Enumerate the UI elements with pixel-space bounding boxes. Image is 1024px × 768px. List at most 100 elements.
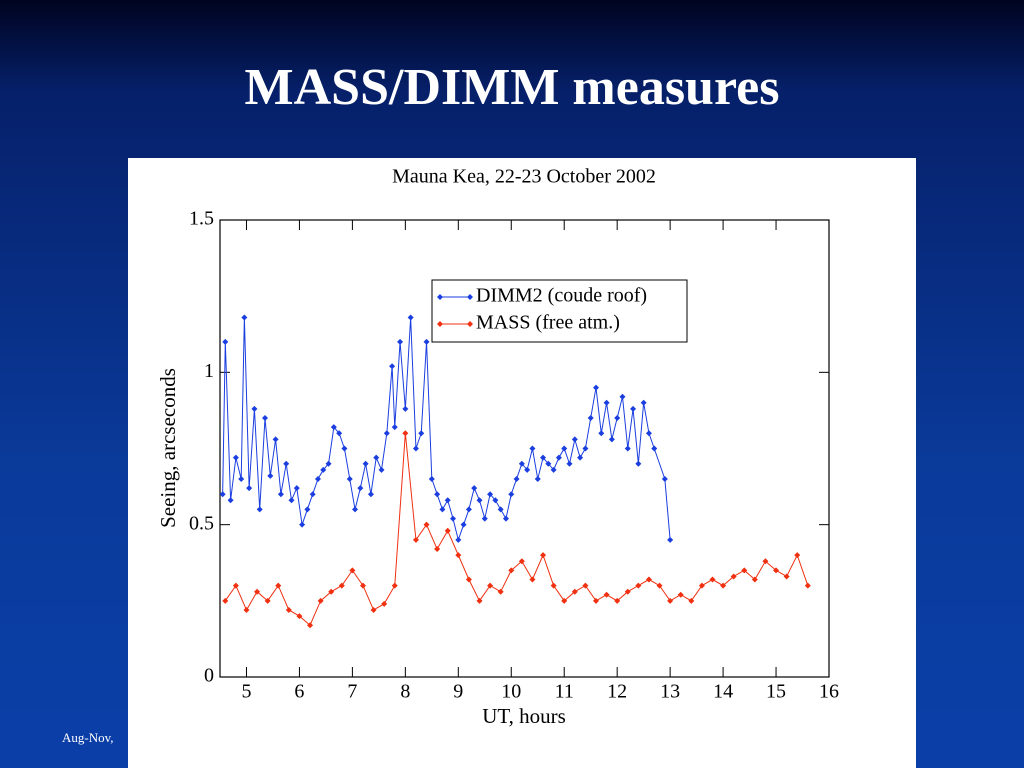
data-point	[325, 460, 332, 467]
data-point	[262, 415, 269, 422]
data-point	[497, 588, 504, 595]
data-point	[624, 588, 631, 595]
data-point	[598, 430, 605, 437]
data-point	[328, 588, 335, 595]
x-tick-label: 6	[294, 681, 304, 703]
data-point	[651, 445, 658, 452]
data-point	[476, 597, 483, 604]
data-point	[545, 460, 552, 467]
data-point	[762, 558, 769, 565]
data-point	[635, 460, 642, 467]
chart: Mauna Kea, 22-23 October 2002 UT, hours …	[156, 166, 839, 728]
data-point	[804, 582, 811, 589]
data-point	[346, 475, 353, 482]
x-tick-label: 7	[347, 681, 357, 703]
data-point	[357, 485, 364, 492]
y-tick-label: 1.5	[189, 208, 214, 230]
legend-label: DIMM2 (coude roof)	[476, 285, 647, 307]
data-point	[794, 552, 801, 559]
data-point	[307, 622, 314, 629]
data-point	[645, 576, 652, 583]
data-point	[603, 591, 610, 598]
data-point	[667, 536, 674, 543]
data-point	[587, 415, 594, 422]
legend-box	[431, 279, 688, 343]
x-tick-label: 13	[660, 681, 680, 703]
data-point	[518, 460, 525, 467]
data-point	[518, 558, 525, 565]
data-point	[667, 597, 674, 604]
data-point	[476, 497, 483, 504]
data-point	[434, 546, 441, 553]
data-point	[391, 424, 398, 431]
data-point	[283, 460, 290, 467]
data-point	[577, 454, 584, 461]
data-point	[550, 466, 557, 473]
data-point	[502, 515, 509, 522]
data-point	[582, 445, 589, 452]
data-point	[264, 597, 271, 604]
data-point	[720, 582, 727, 589]
data-point	[256, 506, 263, 513]
data-point	[275, 582, 282, 589]
data-point	[555, 454, 562, 461]
chart-title: Mauna Kea, 22-23 October 2002	[392, 166, 656, 188]
data-point	[238, 475, 245, 482]
data-point	[285, 606, 292, 613]
data-point	[232, 582, 239, 589]
data-point	[251, 405, 258, 412]
data-point	[730, 573, 737, 580]
data-point	[603, 399, 610, 406]
data-point	[402, 405, 409, 412]
data-point	[293, 485, 300, 492]
data-point	[389, 363, 396, 370]
data-point	[362, 460, 369, 467]
data-point	[529, 576, 536, 583]
data-point	[383, 430, 390, 437]
data-point	[709, 576, 716, 583]
data-point	[534, 475, 541, 482]
legend-swatch	[437, 294, 473, 300]
data-point	[277, 491, 284, 498]
data-point	[561, 445, 568, 452]
data-point	[272, 436, 279, 443]
data-point	[227, 497, 234, 504]
x-axis-label: UT, hours	[482, 704, 566, 728]
data-point	[465, 506, 472, 513]
x-tick-label: 8	[400, 681, 410, 703]
data-point	[624, 445, 631, 452]
data-point	[402, 430, 409, 437]
x-tick-label: 15	[766, 681, 786, 703]
data-point	[378, 466, 385, 473]
data-point	[524, 466, 531, 473]
data-point	[349, 567, 356, 574]
data-point	[373, 454, 380, 461]
data-point	[222, 597, 229, 604]
slide-title: MASS/DIMM measures	[244, 59, 780, 116]
data-point	[614, 597, 621, 604]
data-point	[381, 600, 388, 607]
data-point	[783, 573, 790, 580]
data-point	[465, 576, 472, 583]
data-point	[444, 527, 451, 534]
data-point	[444, 497, 451, 504]
data-point	[330, 424, 337, 431]
data-point	[661, 475, 668, 482]
data-point	[222, 338, 229, 345]
data-point	[288, 497, 295, 504]
data-point	[450, 515, 457, 522]
y-tick-label: 1	[204, 360, 214, 382]
data-point	[423, 338, 430, 345]
plot-frame	[219, 219, 830, 678]
data-point	[296, 613, 303, 620]
data-point	[540, 454, 547, 461]
data-point	[455, 552, 462, 559]
data-point	[407, 314, 414, 321]
data-point	[614, 415, 621, 422]
data-point	[423, 521, 430, 528]
data-point	[241, 314, 248, 321]
data-point	[254, 588, 261, 595]
data-point	[246, 485, 253, 492]
data-point	[508, 567, 515, 574]
series-line	[222, 317, 671, 542]
